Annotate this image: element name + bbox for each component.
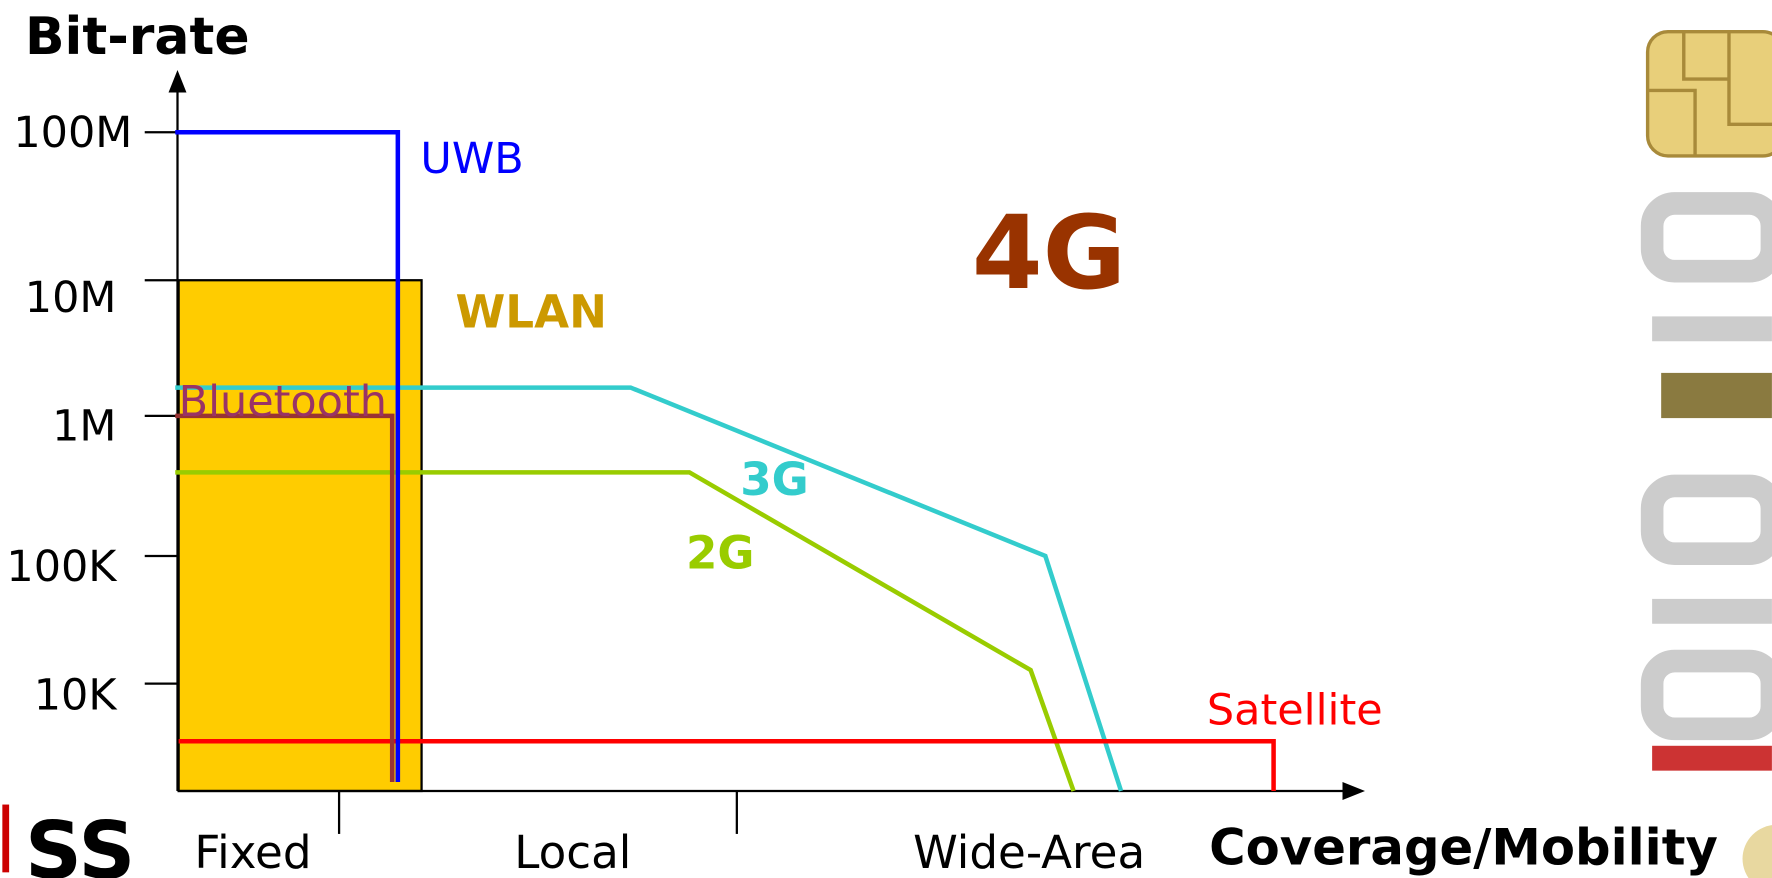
y-label: 100M [13, 108, 132, 158]
bluetooth-label: Bluetooth [179, 377, 387, 427]
y-label: 1M [52, 402, 116, 452]
digit [1652, 745, 1772, 771]
x-labels: Fixed Local Wide-Area [194, 826, 1145, 878]
wlan-label: WLAN [455, 286, 606, 339]
y-title: Bit-rate [25, 7, 250, 67]
ticks [144, 131, 738, 834]
logo-stripe [2, 804, 10, 873]
3g-line [175, 385, 1124, 792]
digit [1640, 192, 1772, 283]
digit [1652, 598, 1772, 624]
chip-lines [1647, 31, 1772, 156]
x-title: Coverage/Mobility [1209, 818, 1718, 876]
decoration [1640, 29, 1772, 878]
digit [1640, 649, 1772, 741]
y-labels: 100M 10M 1M 100K 10K [6, 108, 132, 721]
coin [1742, 825, 1772, 878]
x-label: Fixed [194, 826, 311, 878]
y-label: 100K [6, 542, 118, 592]
uwb-label: UWB [420, 134, 523, 184]
digit [1640, 474, 1772, 565]
y-label: 10M [25, 273, 117, 323]
satellite-label: Satellite [1207, 685, 1383, 735]
2g-label: 2G [686, 526, 755, 579]
device [1661, 372, 1772, 419]
digit [1652, 316, 1772, 342]
3g-label: 3G [740, 453, 809, 506]
wlan-area [177, 279, 423, 793]
x-label: Wide-Area [913, 826, 1145, 878]
satellite-line [178, 739, 1276, 791]
logo: SS [25, 805, 135, 878]
headline: 4G [972, 194, 1126, 312]
chip [1645, 29, 1772, 158]
uwb-line [175, 129, 401, 782]
2g-line [175, 470, 1076, 792]
x-label: Local [514, 826, 631, 878]
y-label: 10K [34, 671, 119, 721]
bluetooth-line [175, 413, 395, 782]
